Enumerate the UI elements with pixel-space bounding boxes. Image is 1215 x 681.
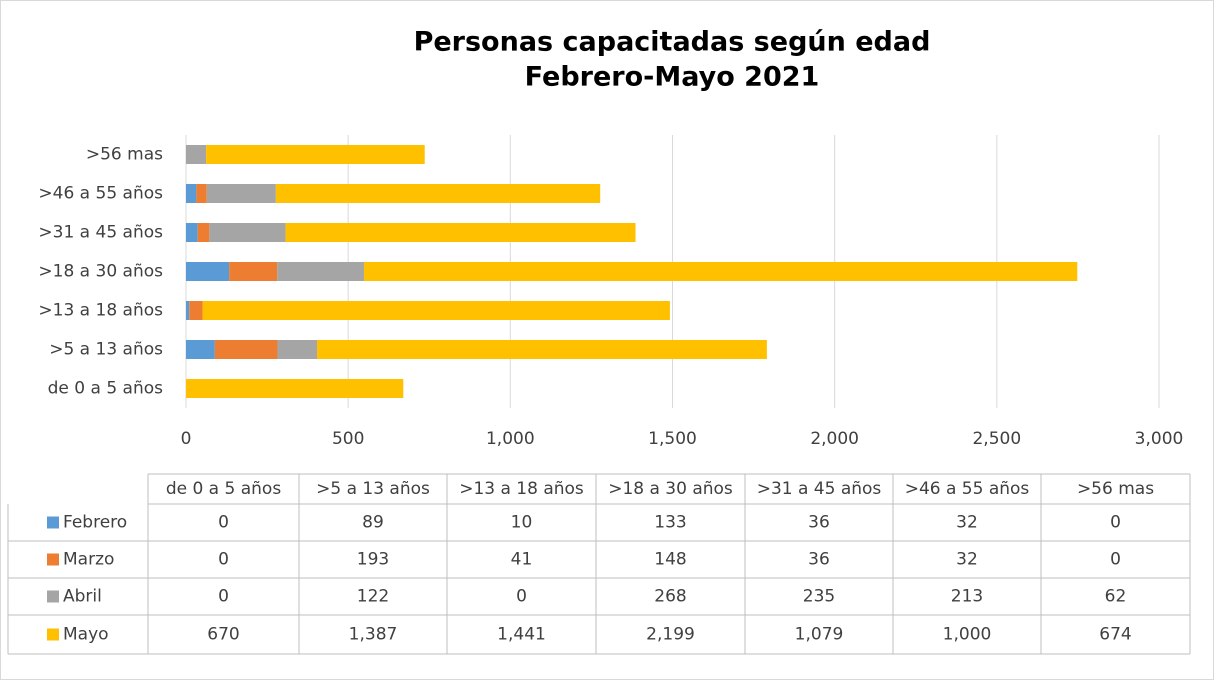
x-tick-label: 1,500 — [648, 429, 697, 449]
table-cell: 32 — [956, 550, 978, 570]
table-cell: 133 — [654, 513, 686, 533]
bar-segment — [186, 262, 230, 281]
y-tick-label: >18 a 30 años — [38, 262, 163, 282]
bar-segment — [186, 184, 197, 203]
bar-segment — [186, 223, 198, 242]
bar-segment — [196, 184, 207, 203]
table-cell: 0 — [1110, 513, 1121, 533]
table-header: >46 a 55 años — [905, 479, 1030, 499]
bar-segment — [277, 262, 365, 281]
table-cell: 674 — [1099, 625, 1131, 645]
table-cell: 268 — [654, 587, 686, 607]
table-cell: 193 — [357, 550, 389, 570]
chart-subtitle: Febrero-Mayo 2021 — [525, 62, 820, 93]
bar-segment — [189, 301, 203, 320]
table-cell: 1,441 — [497, 625, 546, 645]
table-cell: 0 — [1110, 550, 1121, 570]
bar-segment — [275, 184, 601, 203]
table-cell: 1,079 — [795, 625, 844, 645]
table-cell: 1,387 — [349, 625, 398, 645]
y-tick-label: de 0 a 5 años — [48, 379, 164, 399]
bar-segment — [206, 145, 425, 164]
y-tick-label: >13 a 18 años — [38, 301, 163, 321]
bar-segment — [317, 340, 767, 359]
x-tick-label: 500 — [332, 429, 364, 449]
table-header: >13 a 18 años — [459, 479, 584, 499]
table-cell: 148 — [654, 550, 686, 570]
table-cell: 62 — [1105, 587, 1127, 607]
table-cell: 0 — [218, 513, 229, 533]
table-cell: 670 — [207, 625, 239, 645]
table-cell: 0 — [516, 587, 527, 607]
table-header: >56 mas — [1077, 479, 1154, 499]
table-header: de 0 a 5 años — [166, 479, 282, 499]
x-tick-label: 2,500 — [972, 429, 1021, 449]
bar-segment — [186, 301, 190, 320]
table-cell: 41 — [511, 550, 533, 570]
legend-swatch — [47, 628, 59, 641]
y-tick-label: >46 a 55 años — [38, 184, 163, 204]
legend-label: Febrero — [63, 513, 127, 533]
legend-label: Mayo — [63, 625, 109, 645]
bar-segment — [186, 379, 404, 398]
table-cell: 36 — [808, 550, 830, 570]
x-tick-label: 0 — [181, 429, 192, 449]
chart-title: Personas capacitadas según edad — [414, 27, 931, 58]
legend-label: Abril — [63, 587, 102, 607]
legend-label: Marzo — [63, 550, 114, 570]
bar-segment — [229, 262, 278, 281]
bar-segment — [206, 184, 276, 203]
legend-swatch — [47, 590, 59, 603]
table-cell: 122 — [357, 587, 389, 607]
table-cell: 36 — [808, 513, 830, 533]
table-header: >18 a 30 años — [608, 479, 733, 499]
bar-segment — [197, 223, 210, 242]
y-tick-label: >56 mas — [86, 145, 163, 165]
legend-swatch — [47, 553, 59, 566]
table-cell: 0 — [218, 587, 229, 607]
table-header: >31 a 45 años — [757, 479, 882, 499]
legend-swatch — [47, 516, 59, 529]
bar-segment — [186, 145, 207, 164]
x-tick-label: 1,000 — [486, 429, 535, 449]
table-cell: 213 — [951, 587, 983, 607]
bar-segment — [186, 340, 215, 359]
table-cell: 89 — [362, 513, 384, 533]
table-cell: 2,199 — [646, 625, 695, 645]
bar-segment — [277, 340, 318, 359]
x-tick-label: 3,000 — [1135, 429, 1184, 449]
bar-segment — [364, 262, 1078, 281]
bar-segment — [214, 340, 278, 359]
y-tick-label: >5 a 13 años — [49, 340, 163, 360]
x-tick-label: 2,000 — [810, 429, 859, 449]
bar-segment — [202, 301, 670, 320]
bar-segment — [285, 223, 636, 242]
bar-segment — [209, 223, 286, 242]
y-tick-label: >31 a 45 años — [38, 223, 163, 243]
table-cell: 235 — [803, 587, 835, 607]
table-header: >5 a 13 años — [316, 479, 430, 499]
table-cell: 1,000 — [943, 625, 992, 645]
table-cell: 0 — [218, 550, 229, 570]
table-cell: 10 — [511, 513, 533, 533]
table-cell: 32 — [956, 513, 978, 533]
